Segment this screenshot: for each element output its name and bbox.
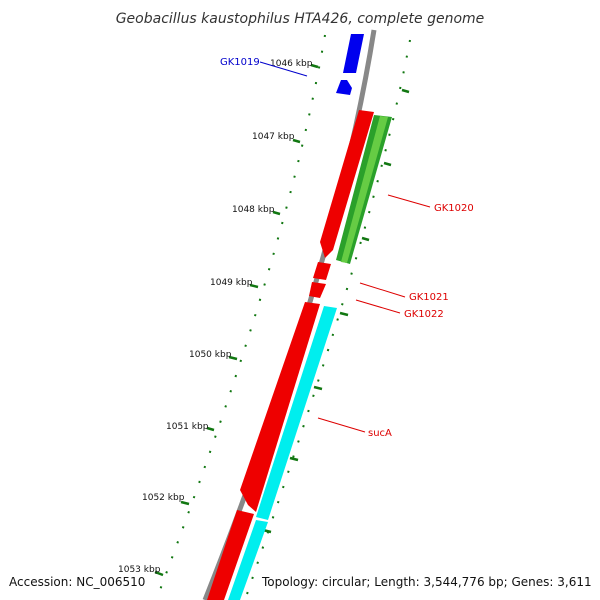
gene-feature-gk1021[interactable] [313,262,331,280]
gene-feature-gk1019[interactable] [336,34,364,95]
tick-label: 1046 kbp [270,59,313,69]
gene-feature-gk1020[interactable] [320,110,374,258]
genome-stats-text: Topology: circular; Length: 3,544,776 bp… [261,575,592,589]
label-leaders [259,61,431,433]
tick-label: 1048 kbp [232,205,275,215]
gene-label-gk1020[interactable]: GK1020 [434,203,474,214]
gene-label-gk1021[interactable]: GK1021 [409,292,449,303]
gene-label-gk1022[interactable]: GK1022 [404,309,444,320]
tick-labels: 1046 kbp 1047 kbp 1048 kbp 1049 kbp 1050… [118,59,313,575]
map-title: Geobacillus kaustophilus HTA426, complet… [116,11,485,27]
tick-label: 1047 kbp [252,132,295,142]
gene-feature-gk1022[interactable] [309,282,326,298]
tick-label: 1053 kbp [118,565,161,575]
gene-label-suca[interactable]: sucA [368,428,392,439]
genome-backbone [202,29,377,600]
gc-content-track [336,115,392,264]
tick-label: 1050 kbp [189,350,232,360]
tick-label: 1051 kbp [166,422,209,432]
gene-feature-suca[interactable] [240,302,320,512]
gene-labels: GK1019 GK1020 GK1021 GK1022 sucA [220,57,474,439]
gene-feature-next[interactable] [207,510,254,600]
gc-skew-track [228,306,337,600]
major-ticks [154,63,410,577]
accession-text: Accession: NC_006510 [9,575,145,589]
tick-label: 1052 kbp [142,493,185,503]
tick-label: 1049 kbp [210,278,253,288]
gene-label-gk1019[interactable]: GK1019 [220,57,260,68]
